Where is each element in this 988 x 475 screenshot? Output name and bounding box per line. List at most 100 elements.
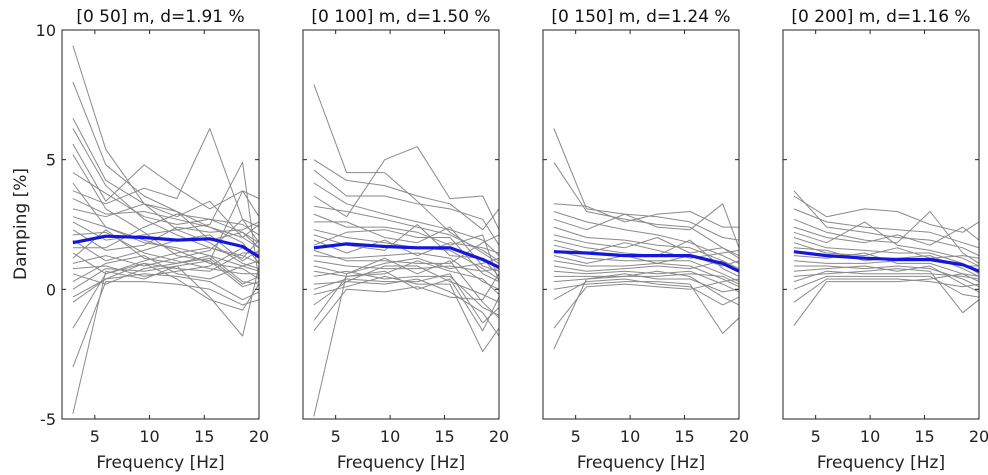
series-line — [793, 270, 979, 283]
series-line — [313, 273, 499, 332]
panel-title: [0 50] m, d=1.91 % — [76, 7, 244, 27]
panel-3: 5 10 15 20 [0 150] m, d=1.24 % Frequency [Hz] — [542, 7, 749, 473]
panel-1: 5 10 15 20 -5 0 5 10 [0 50] m, d=1.91 % Frequency… — [36, 7, 270, 473]
series-line — [553, 239, 739, 277]
x-tick-label: 20 — [249, 427, 269, 446]
series-line — [553, 211, 739, 264]
series-line — [313, 146, 499, 230]
series-line — [553, 203, 739, 228]
x-tick-label: 10 — [860, 427, 880, 446]
panel-title: [0 100] m, d=1.50 % — [311, 7, 490, 27]
mean-line — [553, 250, 739, 273]
series-line — [72, 265, 259, 414]
series-line — [72, 257, 259, 285]
panel-4-lines — [793, 190, 979, 326]
series-line — [553, 128, 739, 241]
series-line — [313, 159, 499, 231]
series-line — [72, 262, 259, 311]
series-line — [793, 265, 979, 288]
x-axis-label: Frequency [Hz] — [577, 453, 705, 473]
series-line — [793, 273, 979, 326]
x-axis-label: Frequency [Hz] — [817, 453, 945, 473]
plot-frame — [61, 29, 260, 420]
panel-3-lines — [553, 128, 739, 350]
series-line — [553, 260, 739, 272]
series-line — [313, 273, 499, 324]
panel-title: [0 150] m, d=1.24 % — [551, 7, 730, 27]
series-line — [553, 234, 739, 257]
series-line — [313, 169, 499, 246]
x-tick-label: 20 — [489, 427, 509, 446]
x-tick-label: 5 — [331, 427, 341, 446]
x-tick-label: 15 — [434, 427, 454, 446]
panel-1-lines — [72, 45, 259, 414]
series-line — [72, 203, 259, 249]
series-line — [793, 278, 979, 303]
series-line — [72, 231, 259, 275]
series-line — [793, 208, 979, 249]
y-axis-label: Damping [%] — [11, 168, 31, 280]
mean-line — [72, 234, 259, 259]
x-tick-label: 5 — [811, 427, 821, 446]
series-line — [793, 195, 979, 233]
y-tick-label: 5 — [46, 151, 56, 170]
plot-frame — [782, 29, 980, 420]
panel-4: 5 10 15 20 [0 200] m, d=1.16 % Frequency [Hz] — [782, 7, 988, 473]
series-line — [72, 218, 259, 267]
series-line — [793, 242, 979, 259]
plot-frame — [302, 29, 500, 420]
series-line — [313, 239, 499, 257]
x-tick-label: 20 — [729, 427, 749, 446]
panel-title: [0 200] m, d=1.16 % — [791, 7, 970, 27]
x-tick-label: 10 — [620, 427, 640, 446]
series-line — [313, 182, 499, 256]
x-tick-label: 15 — [674, 427, 694, 446]
x-tick-label: 10 — [380, 427, 400, 446]
plot-frame — [542, 29, 740, 420]
series-line — [72, 128, 259, 259]
series-line — [72, 255, 259, 283]
series-line — [313, 278, 499, 337]
series-line — [313, 252, 499, 290]
series-line — [793, 268, 979, 314]
x-axis-label: Frequency [Hz] — [337, 453, 465, 473]
series-line — [72, 161, 259, 282]
series-line — [313, 257, 499, 417]
series-line — [553, 278, 739, 329]
panel-2: 5 10 15 20 [0 100] m, d=1.50 % Frequency [Hz] — [302, 7, 509, 473]
series-line — [793, 275, 979, 298]
panel-2-lines — [313, 84, 499, 417]
series-line — [553, 249, 739, 283]
series-line — [72, 154, 259, 262]
x-tick-label: 20 — [969, 427, 988, 446]
series-line — [553, 278, 739, 306]
series-line — [553, 203, 739, 248]
series-line — [313, 270, 499, 316]
x-tick-label: 15 — [914, 427, 934, 446]
series-line — [313, 205, 499, 262]
x-tick-label: 5 — [90, 427, 100, 446]
series-line — [553, 270, 739, 293]
series-line — [313, 213, 499, 282]
x-tick-label: 10 — [139, 427, 159, 446]
series-line — [313, 260, 499, 272]
series-line — [72, 281, 259, 368]
y-tick-label: 10 — [36, 21, 56, 40]
series-line — [313, 275, 499, 353]
y-tick-label: 0 — [46, 280, 56, 299]
series-line — [553, 281, 739, 334]
series-line — [793, 190, 979, 257]
series-line — [793, 221, 979, 267]
series-line — [553, 260, 739, 288]
mean-line — [313, 242, 499, 269]
series-line — [313, 221, 499, 272]
series-line — [793, 211, 979, 264]
series-line — [313, 234, 499, 264]
series-line — [313, 84, 499, 264]
series-line — [313, 270, 499, 332]
series-line — [793, 226, 979, 246]
series-line — [553, 270, 739, 306]
y-tick-label: -5 — [40, 410, 56, 429]
series-line — [313, 229, 499, 283]
